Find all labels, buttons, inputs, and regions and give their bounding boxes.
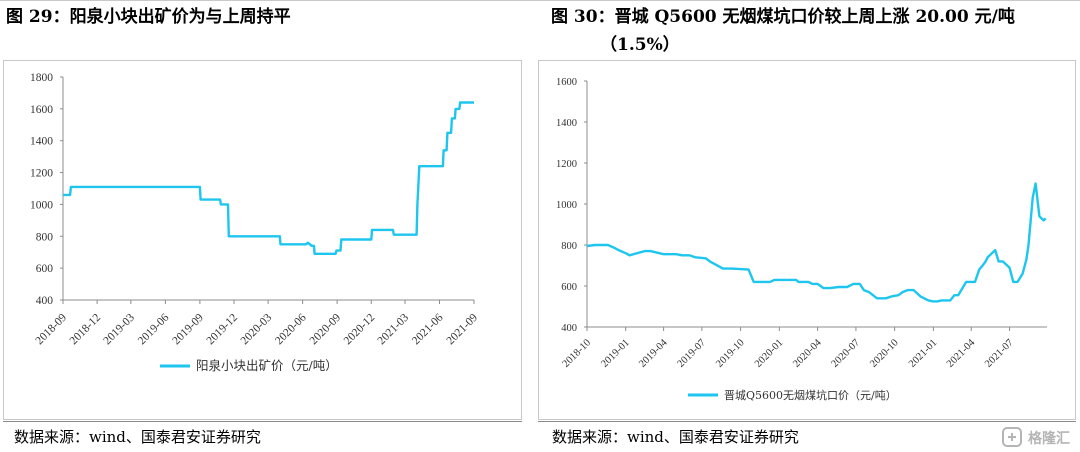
watermark-text: 格隆汇 [1028,431,1070,447]
chart1-x-tick-label: 2019-03 [101,311,137,347]
chart2-x-tick-label: 2021-01 [907,337,940,370]
chart2-frame [538,60,1076,420]
chart2-x-tick-label: 2019-01 [599,337,632,370]
source-note-left: 数据来源：wind、国泰君安证券研究 [14,428,261,446]
chart2-x-tick-label: 2021-04 [945,337,978,370]
source-rule-left [3,421,522,422]
chart2-x-tick-label: 2018-10 [561,337,594,370]
chart1-y-tick-label: 1800 [30,72,53,84]
chart1-y-tick-label: 800 [36,231,54,243]
chart2-x-tick-label: 2019-04 [637,337,670,370]
chart2-title: 图 30：晋城 Q5600 无烟煤坑口价较上周上涨 20.00 元/吨 [551,7,1015,27]
chart1-x-tick-label: 2019-09 [170,311,206,347]
chart1-y-tick-label: 1200 [30,168,53,180]
chart2-x-tick-label: 2019-10 [714,337,747,370]
chart2-x-tick-label: 2019-07 [675,337,708,370]
source-rule-right [538,421,1076,422]
chart1-y-tick-label: 600 [36,263,54,275]
chart1-x-tick-label: 2018-09 [34,311,70,347]
chart2-y-tick-label: 1000 [556,200,577,211]
chart2-x-tick-label: 2021-07 [983,337,1016,370]
chart1-title: 图 29：阳泉小块出矿价为与上周持平 [6,7,291,27]
chart1-x-tick-label: 2021-09 [445,311,481,347]
chart2-legend-label: 晋城Q5600无烟煤坑口价（元/吨） [724,388,897,402]
chart2-series-line [586,182,1047,303]
chart2-x-tick-label: 2020-01 [753,337,786,370]
chart1-x-tick-label: 2019-12 [205,311,241,347]
chart1-y-tick-label: 1400 [30,136,53,148]
chart2-y-tick-label: 400 [561,323,577,334]
source-note-right: 数据来源：wind、国泰君安证券研究 [552,428,799,446]
chart1-y-tick-label: 400 [36,295,54,307]
chart1-series-line [63,101,474,256]
chart1-x-tick-label: 2021-03 [376,311,412,347]
chart1-x-tick-label: 2020-12 [342,311,378,347]
chart2-title-cont: （1.5%） [600,35,680,55]
chart1-x-tick-label: 2020-06 [273,311,309,347]
chart1-x-tick-label: 2018-12 [68,311,104,347]
chart1-x-tick-label: 2020-03 [239,311,275,347]
chart1-x-tick-label: 2020-09 [308,311,344,347]
chart2-x-tick-label: 2020-04 [791,337,824,370]
watermark-logo-icon [1002,427,1022,447]
chart1-frame [3,60,522,420]
chart2-x-tick-label: 2020-07 [830,337,863,370]
chart2-y-tick-label: 1200 [556,159,577,170]
chart2-x-tick-label: 2020-10 [868,337,901,370]
chart1-legend-label: 阳泉小块出矿价（元/吨） [196,358,338,373]
chart1-y-tick-label: 1000 [30,199,53,211]
chart2-y-tick-label: 800 [561,241,577,252]
chart2-y-tick-label: 1600 [556,77,577,88]
top-rule [0,0,1080,1]
chart2-y-tick-label: 1400 [556,118,577,129]
chart1-y-tick-label: 1600 [30,104,53,116]
chart1-x-tick-label: 2021-06 [410,311,446,347]
chart1-x-tick-label: 2019-06 [136,311,172,347]
chart2-y-tick-label: 600 [561,282,577,293]
